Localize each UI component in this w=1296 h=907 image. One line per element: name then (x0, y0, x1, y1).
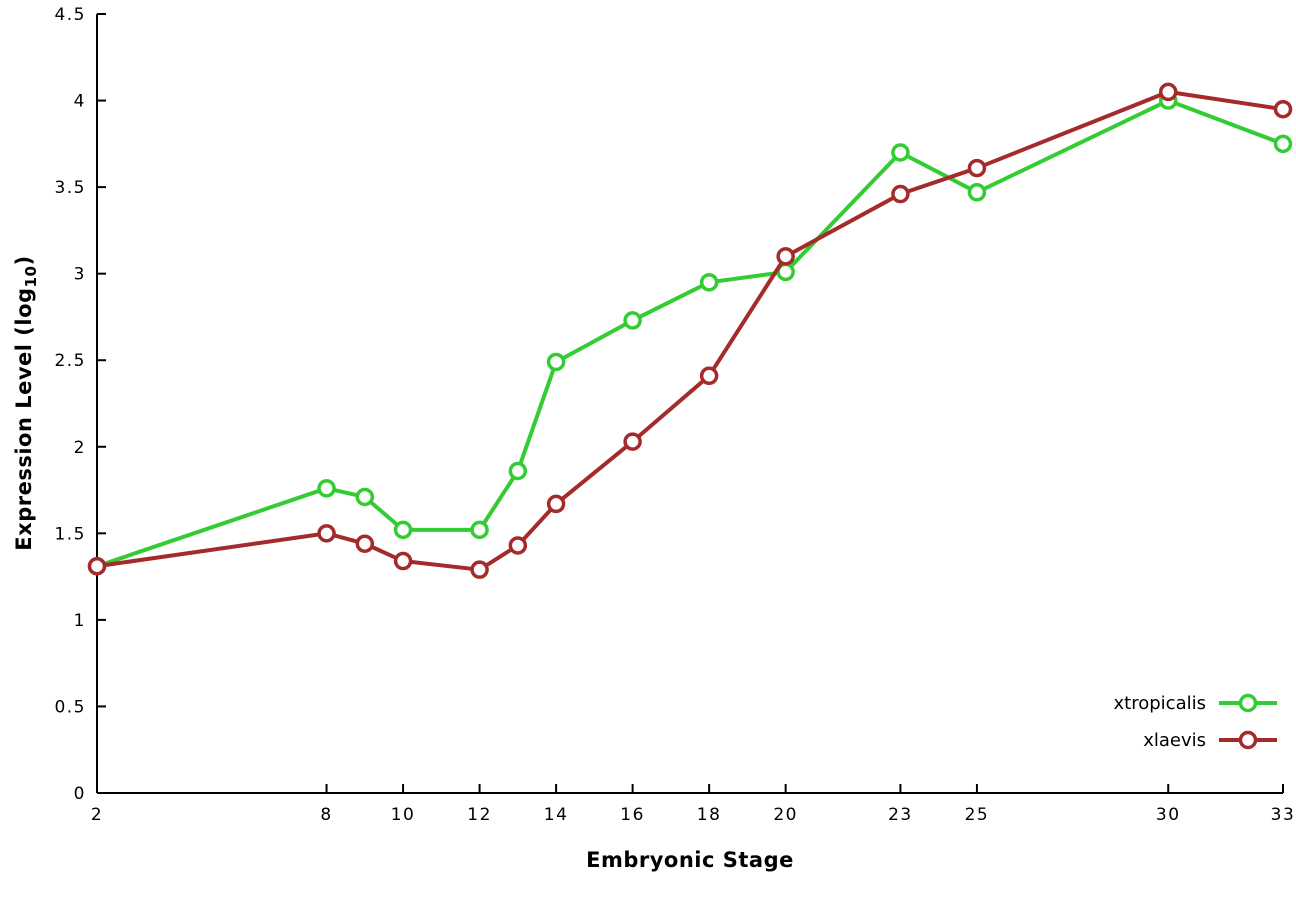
legend-marker-xtropicalis (1238, 693, 1258, 713)
data-point-xtropicalis (699, 273, 719, 292)
y-tick-label: 2.5 (54, 351, 86, 371)
data-point-xtropicalis (623, 311, 642, 330)
data-point-xlaevis (87, 556, 107, 576)
data-point-xtropicalis (317, 479, 336, 498)
data-point-xlaevis (393, 551, 413, 571)
data-point-xlaevis (508, 536, 528, 555)
x-tick-label: 10 (391, 805, 416, 825)
y-tick-label: 2 (74, 438, 86, 458)
x-tick-label: 8 (320, 805, 332, 825)
data-point-xlaevis (891, 184, 910, 204)
data-point-xtropicalis (967, 183, 987, 202)
y-tick-label: 1.5 (54, 524, 86, 544)
x-tick-label: 14 (544, 805, 569, 825)
data-point-xtropicalis (470, 520, 489, 540)
data-point-xlaevis (1158, 82, 1178, 102)
data-point-xtropicalis (508, 461, 528, 481)
data-point-xtropicalis (393, 520, 413, 540)
x-tick-label: 12 (467, 805, 492, 825)
y-axis-title-suffix: ) (11, 255, 36, 266)
data-point-xlaevis (967, 158, 987, 178)
x-tick-label: 23 (888, 805, 913, 825)
data-point-xlaevis (546, 494, 566, 514)
data-point-xlaevis (699, 366, 719, 386)
y-tick-label: 0.5 (54, 697, 86, 717)
legend-marker-xlaevis (1238, 730, 1258, 750)
x-tick-label: 18 (697, 805, 722, 825)
x-axis-title: Embryonic Stage (586, 848, 794, 872)
data-point-xtropicalis (1273, 134, 1293, 154)
legend-label-xlaevis: xlaevis (1143, 730, 1206, 751)
y-tick-label: 4 (74, 92, 86, 112)
x-tick-label: 33 (1271, 805, 1296, 825)
x-tick-label: 20 (773, 805, 798, 825)
y-tick-label: 3 (74, 265, 86, 285)
x-tick-label: 25 (965, 805, 990, 825)
legend-label-xtropicalis: xtropicalis (1114, 693, 1206, 714)
y-axis-title-prefix: Expression Level (log (11, 287, 36, 551)
y-tick-label: 4.5 (54, 5, 86, 25)
data-point-xtropicalis (355, 487, 375, 507)
data-point-xtropicalis (891, 143, 910, 162)
data-point-xlaevis (623, 432, 642, 451)
data-point-xlaevis (317, 524, 336, 543)
data-point-xlaevis (1273, 99, 1293, 119)
x-tick-label: 30 (1156, 805, 1181, 825)
y-tick-label: 3.5 (54, 178, 86, 198)
data-point-xtropicalis (546, 352, 566, 372)
x-tick-label: 16 (620, 805, 645, 825)
data-point-xlaevis (470, 560, 489, 579)
y-tick-label: 0 (74, 784, 86, 804)
y-axis-title: Expression Level (log10) (12, 255, 40, 550)
y-axis-title-subscript: 10 (22, 265, 41, 288)
y-tick-label: 1 (74, 611, 86, 631)
data-point-xlaevis (776, 247, 795, 266)
data-point-xlaevis (355, 534, 375, 553)
x-tick-label: 2 (91, 805, 103, 825)
